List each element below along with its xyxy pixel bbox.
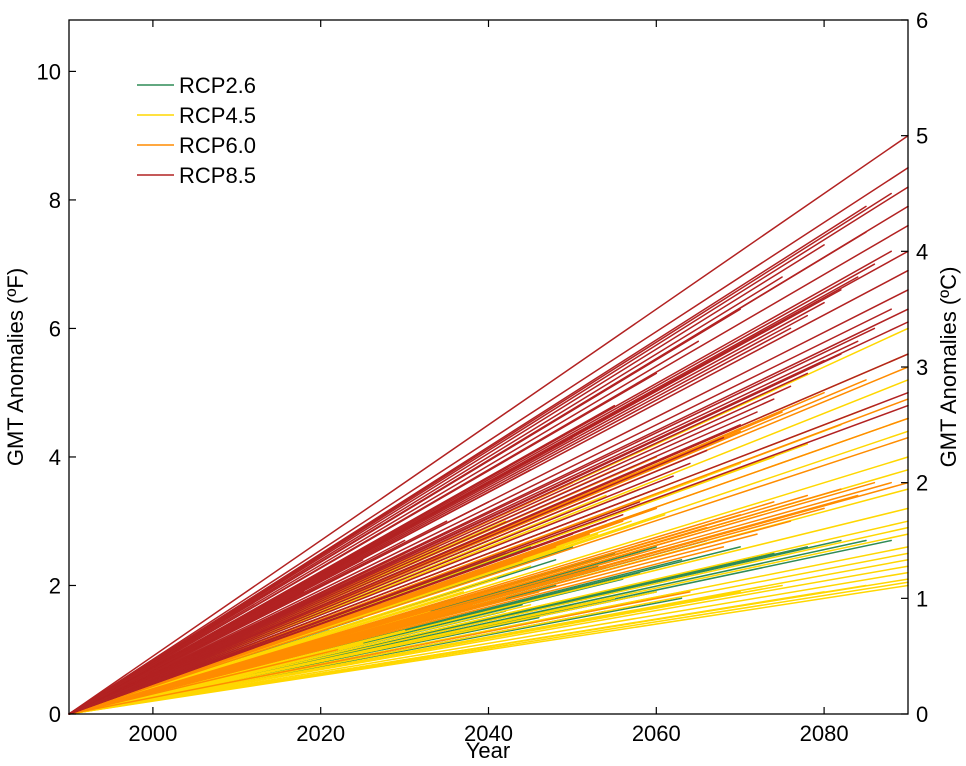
series-lines bbox=[68, 134, 909, 715]
x-tick-label: 2040 bbox=[464, 721, 513, 746]
series-line bbox=[68, 231, 867, 715]
y-axis-title-left: GMT Anomalies (ºF) bbox=[3, 268, 28, 466]
series-line bbox=[68, 327, 876, 715]
x-axis-title: Year bbox=[466, 738, 510, 763]
series-line bbox=[68, 559, 523, 715]
series-line bbox=[68, 481, 892, 715]
y-tick-label-left: 8 bbox=[49, 188, 61, 213]
legend-label: RCP2.6 bbox=[179, 73, 256, 98]
series-line bbox=[68, 398, 775, 715]
series-line bbox=[68, 475, 674, 715]
series-line bbox=[68, 134, 909, 715]
series-line bbox=[68, 269, 909, 715]
y-tick-label-right: 1 bbox=[916, 586, 928, 611]
x-tick-label: 2020 bbox=[296, 721, 345, 746]
series-line bbox=[68, 411, 758, 715]
series-line bbox=[68, 224, 909, 715]
legend-entry: RCP4.5 bbox=[137, 103, 256, 128]
series-line bbox=[68, 276, 783, 715]
series-line bbox=[68, 289, 909, 715]
y-tick-label-right: 6 bbox=[916, 8, 928, 33]
series-line bbox=[68, 404, 909, 715]
series-line bbox=[68, 597, 616, 715]
series-line bbox=[68, 359, 825, 715]
y-tick-label-left: 4 bbox=[49, 445, 61, 470]
legend: RCP2.6 RCP4.5 RCP6.0 RCP8.5 bbox=[137, 73, 256, 188]
y-tick-label-left: 2 bbox=[49, 573, 61, 598]
x-tick-label: 2000 bbox=[128, 721, 177, 746]
legend-entry: RCP2.6 bbox=[137, 73, 256, 98]
series-line bbox=[68, 449, 708, 715]
x-tick-label: 2080 bbox=[800, 721, 849, 746]
series-line bbox=[68, 385, 792, 715]
axes: 2000 2020 2040 2060 2080 0 2 4 6 8 10 0 1 2 3 4 5 6 bbox=[37, 8, 929, 746]
series-line bbox=[68, 372, 809, 715]
legend-label: RCP6.0 bbox=[179, 133, 256, 158]
series-line bbox=[68, 167, 909, 715]
series-line bbox=[68, 353, 909, 715]
y-tick-label-right: 0 bbox=[916, 702, 928, 727]
y-tick-label-right: 2 bbox=[916, 471, 928, 496]
legend-entry: RCP6.0 bbox=[137, 133, 256, 158]
series-line bbox=[68, 591, 825, 715]
series-line bbox=[68, 591, 691, 715]
series-line bbox=[68, 308, 892, 715]
y-tick-label-left: 6 bbox=[49, 316, 61, 341]
y-tick-label-right: 3 bbox=[916, 355, 928, 380]
y-tick-label-right: 5 bbox=[916, 124, 928, 149]
y-tick-label-left: 10 bbox=[37, 59, 61, 84]
series-line bbox=[68, 192, 892, 715]
y-tick-label-left: 0 bbox=[49, 702, 61, 727]
y-tick-label-right: 4 bbox=[916, 239, 928, 264]
legend-label: RCP4.5 bbox=[179, 103, 256, 128]
series-line bbox=[68, 340, 700, 715]
legend-entry: RCP8.5 bbox=[137, 163, 256, 188]
series-line bbox=[68, 533, 574, 715]
series-line bbox=[68, 391, 909, 715]
series-line bbox=[68, 591, 741, 715]
series-line bbox=[68, 462, 691, 715]
y-axis-title-right: GMT Anomalies (ºC) bbox=[936, 267, 961, 468]
series-rcp85 bbox=[68, 134, 909, 715]
series-line bbox=[68, 436, 909, 715]
series-line bbox=[68, 571, 909, 715]
series-line bbox=[68, 526, 909, 715]
x-tick-label: 2060 bbox=[632, 721, 681, 746]
legend-label: RCP8.5 bbox=[179, 163, 256, 188]
